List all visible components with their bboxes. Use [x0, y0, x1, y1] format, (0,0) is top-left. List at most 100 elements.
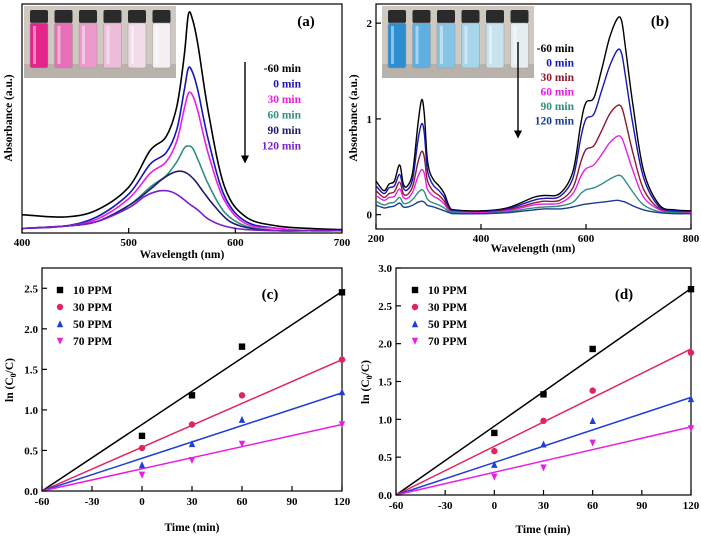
xlabel-c: Time (min) — [164, 522, 219, 534]
c-xtick-label: 30 — [187, 496, 199, 508]
ylabel-b: Absorbance (a.u.) — [348, 74, 360, 161]
b-vial-cap — [388, 10, 406, 23]
b-legend-arrowhead — [514, 130, 522, 139]
panel-b-frame — [375, 3, 692, 230]
b-legend-entry: 30 min — [540, 72, 574, 84]
c-data-point — [138, 471, 146, 479]
d-data-point — [687, 425, 695, 433]
a-xtick-label: 500 — [120, 237, 137, 249]
d-ytick-label: 1.5 — [378, 377, 392, 389]
panel-d: -60 -30 0 30 60 90 120 0.0 0.5 1.0 1.5 2.0 2.5 3.0 1… — [360, 263, 700, 536]
ylabel-d-main: ln (C — [360, 379, 372, 404]
c-legend-label: 50 PPM — [73, 319, 112, 331]
b-series-line — [375, 199, 692, 215]
d-legend-label: 30 PPM — [428, 302, 467, 314]
c-data-point — [238, 392, 246, 399]
b-vial-liquid — [485, 22, 505, 69]
d-xtick-label: -30 — [438, 500, 453, 512]
b-vial-glare — [440, 26, 443, 64]
d-data-point — [589, 345, 596, 353]
c-legend-label: 10 PPM — [73, 285, 112, 297]
d-data-point — [589, 439, 596, 447]
vial-photo-b — [382, 6, 534, 78]
ylabel-d-sub: 0 — [365, 375, 374, 379]
a-series-line — [21, 91, 343, 232]
b-vial-cap — [437, 10, 455, 23]
a-series-line — [21, 170, 342, 232]
xlabel-d: Time (min) — [515, 524, 570, 536]
b-legend-entry: -60 min — [537, 43, 575, 55]
d-legend-label: 50 PPM — [428, 319, 467, 331]
xlabel-a: Wavelength (nm) — [140, 249, 225, 261]
a-xtick-label: 700 — [334, 237, 351, 249]
c-data-point — [238, 415, 246, 423]
d-legend-marker — [411, 303, 419, 311]
a-series-line — [21, 66, 343, 232]
ylabel-c-sub: 0 — [9, 373, 18, 377]
c-ytick-label: 1.0 — [24, 405, 38, 417]
d-legend-marker — [411, 286, 419, 294]
b-xtick-label: 800 — [683, 233, 700, 245]
c-data-point — [138, 432, 146, 440]
d-xtick-label: 90 — [636, 500, 648, 512]
b-vial-glare — [489, 26, 492, 64]
a-vial-cap — [128, 10, 146, 23]
d-ytick-label: 0.5 — [378, 452, 392, 464]
d-legend-marker — [411, 320, 419, 328]
d-xtick-label: 60 — [587, 500, 599, 512]
c-xtick-label: 120 — [334, 496, 351, 508]
d-data-point — [589, 417, 596, 425]
b-vial-cap — [412, 10, 431, 23]
d-data-point — [540, 464, 547, 472]
a-vial-liquid — [54, 22, 73, 69]
d-legend-label: 10 PPM — [428, 285, 467, 297]
b-vial-glare — [415, 26, 419, 64]
d-ytick-label: 1.0 — [378, 414, 392, 426]
d-data-point — [491, 429, 498, 437]
vial-photo-a — [24, 6, 176, 78]
panel-label-b: (b) — [651, 14, 669, 30]
c-ytick-label: 2.5 — [24, 283, 38, 295]
c-xtick-label: -60 — [35, 496, 50, 508]
c-fit-line — [41, 290, 343, 492]
a-legend-entry: 60 min — [267, 110, 301, 122]
c-data-point — [188, 440, 196, 448]
c-ytick-label: 1.5 — [24, 364, 38, 376]
a-series-line — [21, 189, 342, 232]
a-legend-entry: 30 min — [267, 94, 301, 106]
c-data-point — [238, 343, 246, 350]
d-data-point — [687, 395, 695, 403]
d-data-point — [491, 460, 498, 468]
a-legend-entry: -60 min — [264, 63, 302, 75]
c-legend-marker — [56, 286, 64, 294]
c-legend-marker — [56, 320, 64, 328]
ylabel-c: ln (C0/C) — [4, 358, 18, 402]
a-series-line — [21, 11, 343, 231]
panel-c: -60 -30 0 30 60 90 120 0.0 0.5 1.0 1.5 2.0 2.5 10 P… — [4, 267, 351, 534]
d-ytick-label: 2.5 — [378, 301, 392, 313]
a-vial-liquid — [29, 22, 49, 69]
c-ytick-label: 0.5 — [24, 445, 38, 457]
d-data-point — [687, 285, 695, 293]
b-series-line — [375, 135, 692, 214]
ylabel-c-main: ln (C — [4, 377, 16, 402]
b-ytick-label: 1 — [367, 114, 373, 126]
d-data-point — [540, 417, 547, 425]
b-vial-liquid — [436, 22, 456, 69]
c-data-point — [238, 440, 246, 448]
b-vial-liquid — [510, 22, 529, 69]
d-legend-label: 70 PPM — [428, 336, 467, 348]
a-vial-liquid — [103, 22, 122, 69]
c-xtick-label: 60 — [237, 496, 249, 508]
d-legend-marker — [411, 337, 419, 345]
b-series-line — [375, 174, 692, 215]
c-data-point — [338, 421, 346, 429]
c-xtick-label: 0 — [139, 496, 145, 508]
panel-label-a: (a) — [297, 14, 315, 30]
b-vial-liquid — [461, 22, 480, 69]
panel-a-frame — [21, 3, 343, 234]
b-vial-cap — [461, 10, 480, 23]
b-vial-liquid — [387, 22, 407, 69]
b-vial-cap — [486, 10, 504, 23]
